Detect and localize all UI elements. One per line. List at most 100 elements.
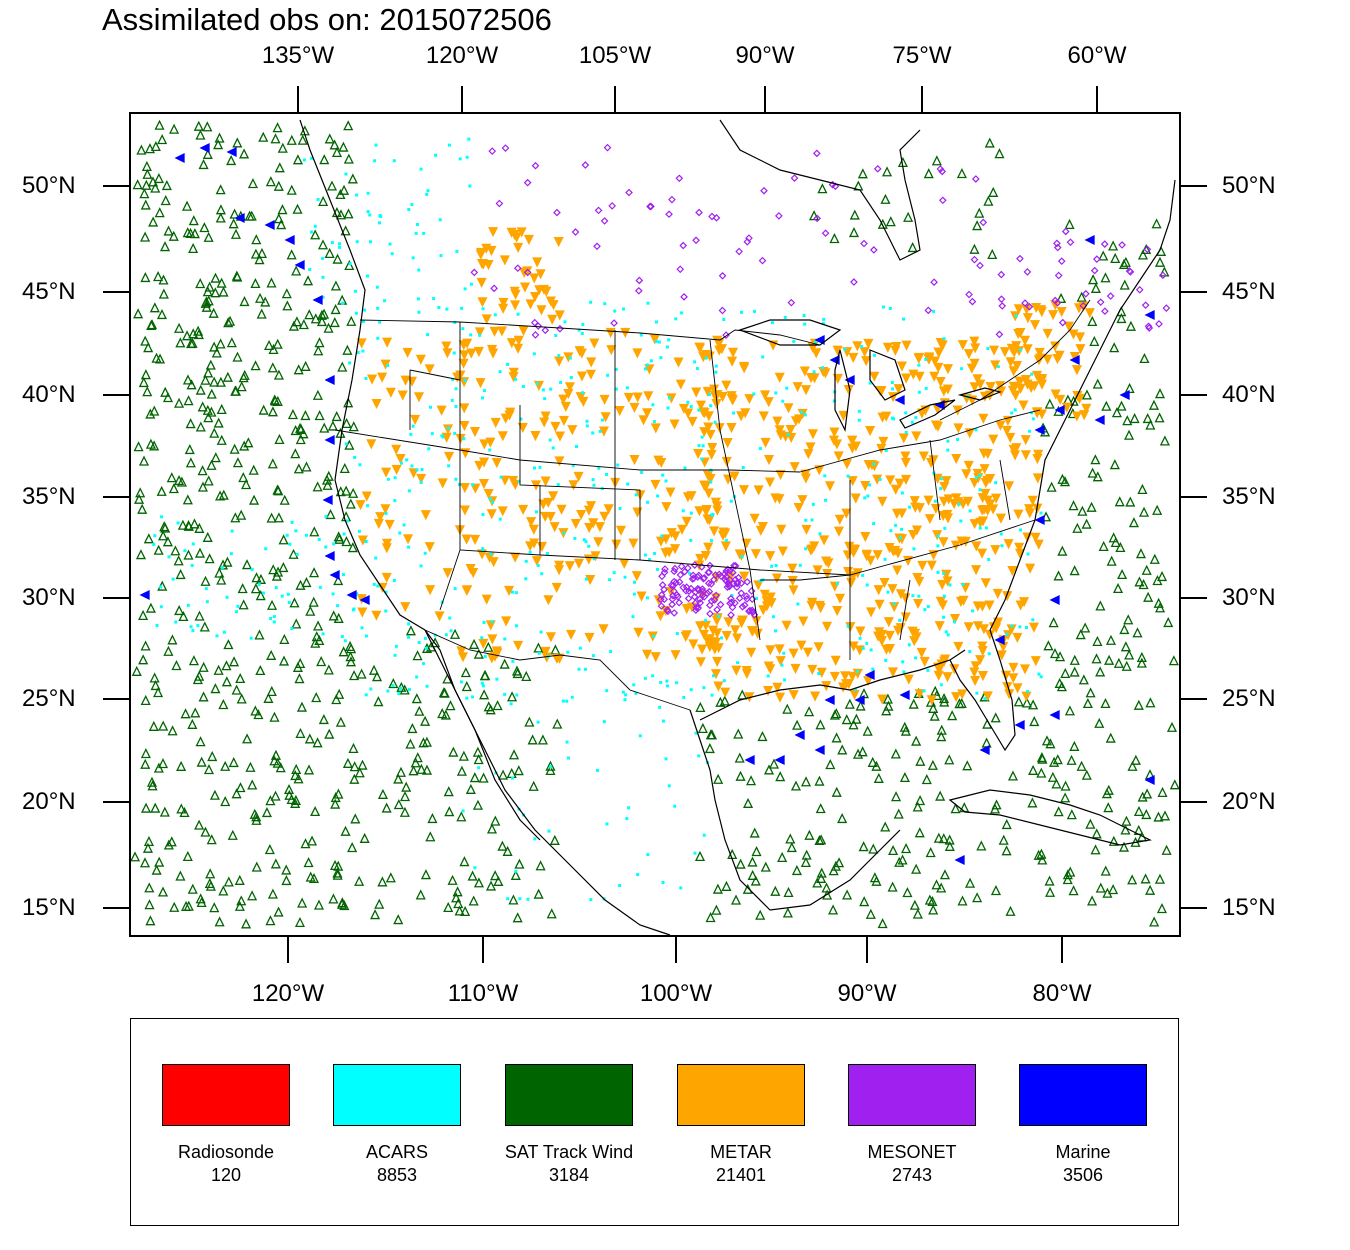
metar-mark bbox=[469, 427, 481, 438]
acars-mark bbox=[551, 446, 555, 450]
metar-mark bbox=[1008, 673, 1019, 684]
sat-wind-mark bbox=[204, 553, 215, 564]
acars-mark bbox=[378, 214, 382, 218]
acars-mark bbox=[167, 555, 171, 559]
map-title: Assimilated obs on: 2015072506 bbox=[102, 2, 552, 37]
sat-wind-mark bbox=[267, 362, 278, 373]
acars-mark bbox=[719, 636, 723, 640]
metar-mark bbox=[881, 411, 892, 422]
sat-wind-mark bbox=[222, 556, 233, 567]
metar-mark bbox=[415, 354, 426, 365]
marine-mark bbox=[139, 589, 150, 601]
sat-wind-mark bbox=[189, 518, 200, 529]
sat-wind-mark bbox=[815, 803, 826, 814]
sat-wind-mark bbox=[1108, 884, 1119, 895]
acars-mark bbox=[514, 869, 518, 873]
acars-mark bbox=[626, 482, 630, 486]
metar-mark bbox=[589, 338, 600, 349]
metar-mark bbox=[1071, 411, 1082, 422]
sat-wind-mark bbox=[535, 860, 546, 871]
sat-wind-mark bbox=[187, 883, 198, 894]
metar-mark bbox=[720, 687, 731, 698]
metar-mark bbox=[644, 364, 655, 375]
metar-mark bbox=[824, 481, 835, 492]
sat-wind-mark bbox=[537, 734, 548, 745]
sat-wind-mark bbox=[306, 835, 318, 846]
acars-mark bbox=[917, 594, 921, 598]
metar-mark bbox=[850, 493, 861, 504]
acars-mark bbox=[559, 380, 563, 384]
metar-mark bbox=[1048, 310, 1059, 321]
acars-mark bbox=[465, 155, 469, 159]
metar-mark bbox=[970, 675, 981, 687]
top-lon-label: 135°W bbox=[261, 42, 335, 69]
legend-count: 3506 bbox=[1062, 1165, 1104, 1185]
mesonet-mark bbox=[718, 271, 727, 280]
sat-wind-mark bbox=[735, 858, 746, 869]
sat-wind-mark bbox=[314, 410, 325, 421]
metar-mark bbox=[518, 325, 529, 337]
acars-mark bbox=[415, 675, 419, 679]
metar-mark bbox=[664, 547, 675, 558]
acars-mark bbox=[709, 404, 713, 408]
metar-mark bbox=[1019, 664, 1031, 675]
metar-mark bbox=[775, 656, 786, 667]
sat-wind-mark bbox=[1098, 250, 1109, 261]
metar-mark bbox=[982, 505, 993, 516]
sat-wind-mark bbox=[319, 308, 330, 319]
metar-mark bbox=[564, 561, 575, 572]
marine-mark bbox=[844, 374, 855, 386]
metar-mark bbox=[538, 284, 550, 295]
metar-mark bbox=[937, 579, 948, 591]
sat-wind-mark bbox=[829, 709, 840, 720]
sat-wind-mark bbox=[1049, 648, 1061, 659]
metar-mark bbox=[585, 369, 596, 380]
top-lon-label: 60°W bbox=[1067, 42, 1127, 69]
mesonet-mark bbox=[1159, 271, 1167, 280]
acars-mark bbox=[986, 347, 990, 351]
sat-wind-mark bbox=[254, 254, 265, 265]
sat-wind-mark bbox=[235, 782, 246, 793]
sat-wind-mark bbox=[1129, 412, 1140, 424]
mesonet-mark bbox=[531, 331, 540, 339]
marine-mark bbox=[1034, 514, 1045, 526]
acars-mark bbox=[600, 418, 604, 422]
acars-mark bbox=[469, 282, 473, 286]
metar-mark bbox=[483, 260, 494, 271]
metar-mark bbox=[705, 473, 716, 484]
sat-wind-mark bbox=[210, 287, 221, 298]
acars-mark bbox=[645, 596, 649, 600]
sat-wind-mark bbox=[291, 763, 302, 774]
sat-wind-mark bbox=[137, 503, 148, 514]
acars-mark bbox=[433, 633, 437, 637]
sat-wind-mark bbox=[181, 330, 193, 341]
left-lat-label: 15°N bbox=[22, 894, 76, 921]
legend-swatch bbox=[677, 1064, 805, 1126]
acars-mark bbox=[409, 432, 413, 436]
sat-wind-mark bbox=[1125, 496, 1136, 507]
acars-mark bbox=[623, 575, 627, 579]
sat-wind-mark bbox=[1059, 476, 1071, 487]
sat-wind-mark bbox=[291, 618, 302, 629]
sat-wind-mark bbox=[800, 856, 811, 868]
metar-mark bbox=[757, 521, 768, 533]
sat-wind-mark bbox=[377, 788, 389, 799]
metar-mark bbox=[384, 519, 395, 530]
sat-wind-mark bbox=[173, 555, 184, 566]
sat-wind-mark bbox=[354, 875, 365, 886]
lake-superior bbox=[738, 319, 842, 346]
sat-wind-mark bbox=[490, 870, 501, 881]
metar-mark bbox=[928, 455, 939, 466]
acars-mark bbox=[898, 618, 902, 622]
metar-mark bbox=[513, 640, 524, 651]
metar-mark bbox=[629, 455, 640, 466]
sat-wind-mark bbox=[1124, 649, 1135, 660]
sat-wind-mark bbox=[266, 512, 277, 523]
mesonet-mark bbox=[725, 582, 734, 590]
acars-mark bbox=[410, 203, 414, 207]
sat-wind-mark bbox=[335, 716, 346, 727]
sat-wind-mark bbox=[1157, 786, 1168, 798]
metar-mark bbox=[934, 621, 945, 632]
sat-wind-mark bbox=[140, 748, 151, 759]
sat-wind-mark bbox=[1036, 767, 1047, 778]
